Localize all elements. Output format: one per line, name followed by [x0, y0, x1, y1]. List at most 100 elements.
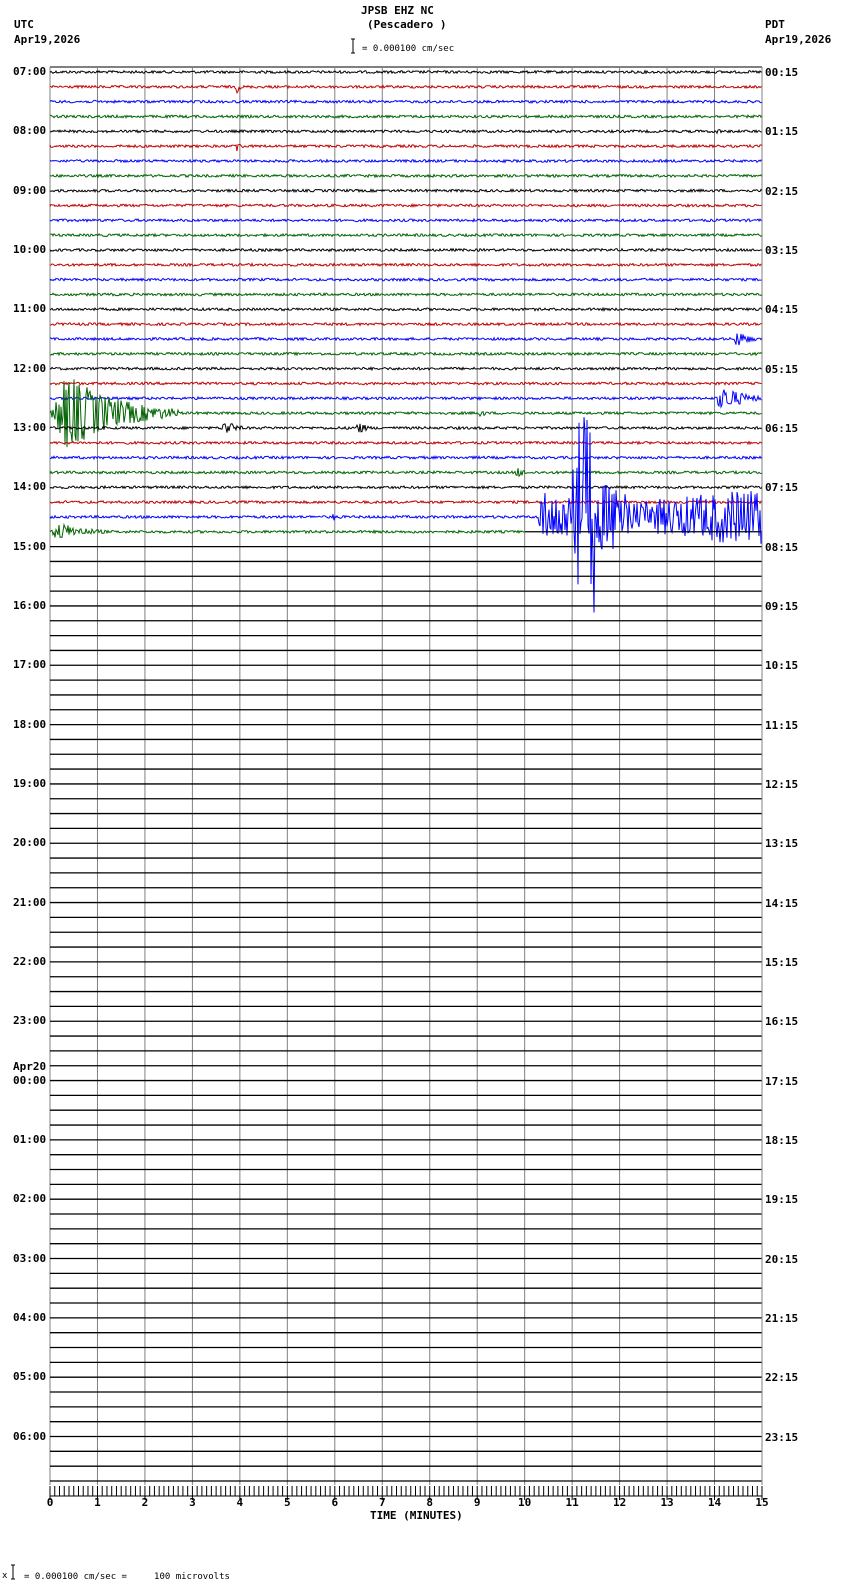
footer-scale-icon — [10, 1564, 16, 1584]
pdt-hour-label: 03:15 — [765, 243, 799, 257]
trace-row — [49, 381, 762, 386]
left-date: Apr19,2026 — [14, 33, 81, 46]
trace-row — [49, 143, 763, 152]
pdt-hour-label: 08:15 — [765, 540, 799, 554]
station-location: (Pescadero ) — [367, 18, 447, 31]
utc-hour-label: 14:00 — [13, 480, 47, 494]
utc-hour-label: 13:00 — [13, 420, 47, 434]
trace-row — [49, 69, 763, 75]
utc-hour-label: 17:00 — [13, 658, 47, 672]
trace-row — [49, 247, 763, 253]
trace-row — [49, 321, 763, 327]
pdt-hour-label: 15:15 — [765, 955, 799, 969]
pdt-hour-label: 23:15 — [765, 1430, 799, 1444]
x-tick-label: 6 — [331, 1496, 338, 1509]
utc-hour-label: 23:00 — [13, 1014, 47, 1028]
x-tick-label: 5 — [284, 1496, 291, 1509]
x-tick-label: 0 — [47, 1496, 54, 1509]
utc-hour-label: 12:00 — [13, 361, 47, 375]
right-date: Apr19,2026 — [765, 33, 832, 46]
utc-hour-label: 11:00 — [13, 302, 47, 316]
left-timezone: UTC — [14, 18, 34, 31]
pdt-hour-label: 01:15 — [765, 125, 799, 139]
pdt-hour-label: 18:15 — [765, 1133, 799, 1147]
trace-row — [49, 468, 763, 478]
trace-row — [49, 128, 763, 135]
utc-hour-label: 18:00 — [13, 717, 47, 731]
trace-row — [49, 158, 763, 164]
pdt-hour-label: 02:15 — [765, 184, 799, 198]
footer-scale-note: = 0.000100 cm/sec = 100 microvolts — [24, 1572, 230, 1582]
utc-hour-label: 19:00 — [13, 776, 47, 790]
trace-row — [49, 188, 763, 194]
x-tick-label: 2 — [142, 1496, 149, 1509]
pdt-hour-label: 21:15 — [765, 1311, 799, 1325]
trace-row — [49, 217, 763, 223]
utc-hour-label: 02:00 — [13, 1192, 47, 1206]
pdt-hour-label: 04:15 — [765, 303, 799, 317]
utc-hour-label: 04:00 — [13, 1310, 47, 1324]
pdt-hour-label: 16:15 — [765, 1015, 799, 1029]
trace-row — [49, 306, 763, 312]
pdt-hour-label: 22:15 — [765, 1371, 799, 1385]
utc-date-label: Apr20 — [13, 1059, 47, 1073]
utc-hour-label: 16:00 — [13, 598, 47, 612]
trace-row — [49, 113, 763, 120]
x-tick-label: 4 — [237, 1496, 244, 1509]
trace-row — [49, 522, 525, 539]
trace-row — [49, 203, 763, 209]
trace-row — [49, 366, 763, 372]
trace-row — [49, 389, 763, 409]
station-title: JPSB EHZ NC — [361, 4, 434, 17]
x-tick-label: 1 — [94, 1496, 101, 1509]
x-tick-label: 11 — [566, 1496, 580, 1509]
trace-row — [49, 173, 763, 179]
x-axis-title: TIME (MINUTES) — [370, 1509, 463, 1522]
trace-row — [49, 379, 763, 448]
x-tick-label: 9 — [474, 1496, 481, 1509]
utc-hour-label: 15:00 — [13, 539, 47, 553]
pdt-hour-label: 00:15 — [765, 66, 799, 79]
trace-row — [49, 262, 763, 268]
x-tick-label: 13 — [660, 1496, 673, 1509]
scale-bar-icon — [350, 38, 356, 58]
pdt-hour-label: 10:15 — [765, 659, 799, 673]
x-tick-label: 7 — [379, 1496, 386, 1509]
trace-row — [49, 351, 763, 357]
utc-hour-label: 08:00 — [13, 124, 47, 138]
trace-row — [49, 423, 763, 433]
pdt-hour-label: 20:15 — [765, 1252, 799, 1266]
utc-hour-label: 06:00 — [13, 1429, 47, 1443]
trace-row — [49, 455, 763, 461]
pdt-hour-label: 12:15 — [765, 777, 799, 791]
trace-row — [49, 277, 763, 283]
pdt-hour-label: 05:15 — [765, 362, 799, 376]
utc-hour-label: 03:00 — [13, 1251, 47, 1265]
utc-hour-label: 05:00 — [13, 1370, 47, 1384]
trace-row — [49, 417, 763, 613]
footer-marker: x — [2, 1571, 8, 1581]
pdt-hour-label: 07:15 — [765, 481, 799, 495]
trace-row — [49, 99, 763, 104]
pdt-hour-label: 11:15 — [765, 718, 799, 732]
utc-hour-label: 01:00 — [13, 1132, 47, 1146]
x-tick-label: 10 — [518, 1496, 531, 1509]
scale-label: = 0.000100 cm/sec — [362, 44, 455, 54]
utc-hour-label: 00:00 — [13, 1073, 47, 1087]
pdt-hour-label: 06:15 — [765, 421, 799, 435]
utc-hour-label: 07:00 — [13, 65, 47, 78]
trace-row — [49, 484, 763, 490]
pdt-hour-label: 13:15 — [765, 837, 799, 851]
x-tick-label: 15 — [755, 1496, 768, 1509]
x-tick-label: 3 — [189, 1496, 196, 1509]
x-tick-label: 8 — [426, 1496, 433, 1509]
trace-row — [49, 333, 763, 346]
trace-row — [50, 232, 763, 238]
x-tick-label: 12 — [613, 1496, 626, 1509]
trace-row — [49, 499, 763, 505]
pdt-hour-label: 19:15 — [765, 1193, 799, 1207]
utc-hour-label: 09:00 — [13, 183, 47, 197]
pdt-hour-label: 14:15 — [765, 896, 799, 910]
utc-hour-label: 10:00 — [13, 242, 47, 256]
